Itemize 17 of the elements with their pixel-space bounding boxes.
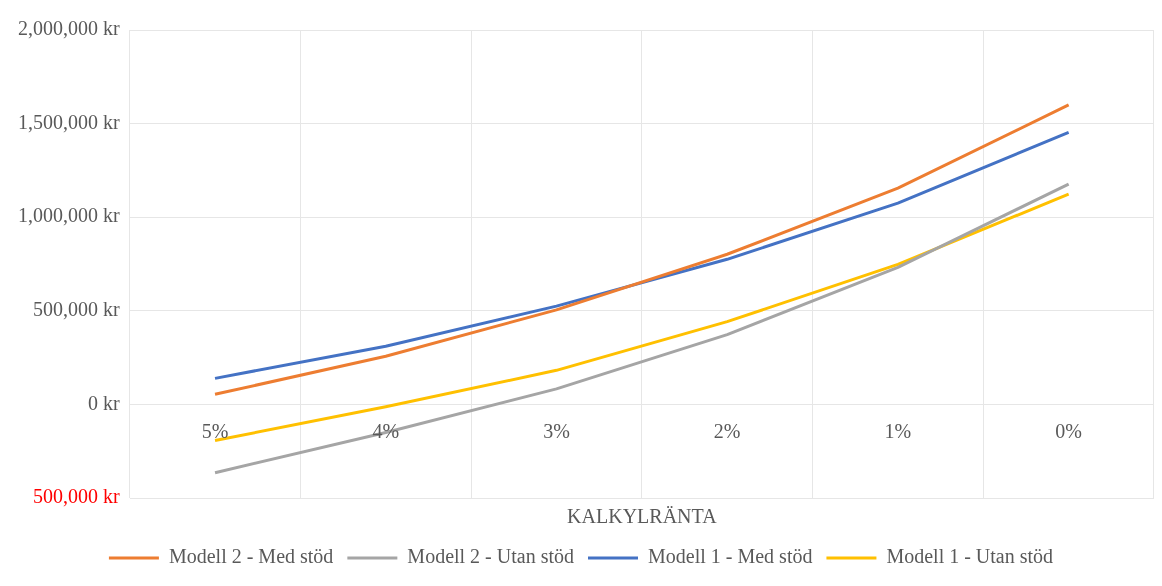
x-axis-title: KALKYLRÄNTA bbox=[567, 505, 718, 528]
x-tick-label: 5% bbox=[201, 419, 229, 442]
legend-label: Modell 2 - Utan stöd bbox=[407, 545, 575, 568]
x-tick-label: 1% bbox=[884, 419, 912, 442]
y-tick-label: 1,000,000 kr bbox=[17, 204, 120, 227]
x-tick-label: 2% bbox=[713, 419, 741, 442]
legend-label: Modell 2 - Med stöd bbox=[168, 545, 334, 568]
x-tick-label: 3% bbox=[543, 419, 570, 442]
y-tick-label: 500,000 kr bbox=[32, 298, 120, 321]
x-tick-label: 4% bbox=[372, 419, 400, 442]
legend-label: Modell 1 - Med stöd bbox=[648, 545, 813, 568]
y-tick-label: 1,500,000 kr bbox=[17, 110, 120, 133]
x-tick-label: 0% bbox=[1055, 419, 1082, 442]
y-tick-label: 0 kr bbox=[87, 391, 120, 414]
y-tick-label: 500,000 kr bbox=[32, 485, 120, 508]
y-tick-label: 2,000,000 kr bbox=[17, 17, 120, 40]
legend-label: Modell 1 - Utan stöd bbox=[886, 545, 1054, 568]
